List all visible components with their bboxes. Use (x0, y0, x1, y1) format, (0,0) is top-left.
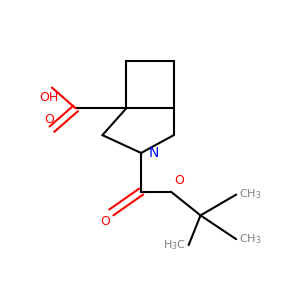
Text: CH$_3$: CH$_3$ (239, 232, 262, 246)
Text: OH: OH (39, 91, 58, 103)
Text: N: N (148, 146, 159, 160)
Text: CH$_3$: CH$_3$ (239, 188, 262, 202)
Text: O: O (174, 174, 184, 187)
Text: O: O (44, 113, 54, 126)
Text: H$_3$C: H$_3$C (163, 238, 186, 252)
Text: O: O (100, 215, 110, 228)
